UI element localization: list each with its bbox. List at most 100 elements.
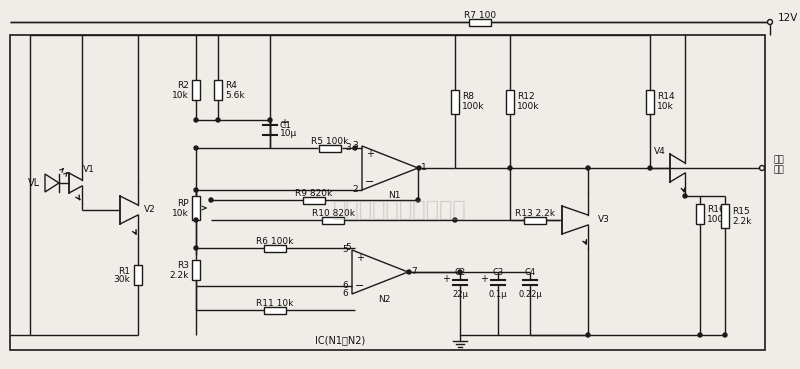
Circle shape [698,333,702,337]
Circle shape [723,333,727,337]
Bar [192,260,200,280]
Text: R10 820k: R10 820k [311,209,354,218]
Bar [646,90,654,114]
Text: 0.1μ: 0.1μ [489,290,507,299]
Text: N2: N2 [378,294,390,303]
Circle shape [453,218,457,222]
Text: 12V: 12V [778,13,798,23]
Bar [451,90,459,114]
Circle shape [586,166,590,170]
Circle shape [194,188,198,192]
Text: V3: V3 [598,215,610,224]
Text: 100k: 100k [462,102,485,111]
Bar [506,90,514,114]
Text: 5: 5 [342,245,348,255]
Circle shape [194,246,198,250]
Text: R2: R2 [177,82,189,90]
Text: V1: V1 [83,165,95,173]
Text: C2: C2 [454,268,466,277]
Text: 3: 3 [346,142,351,152]
Circle shape [458,270,462,274]
Circle shape [508,166,512,170]
Bar [322,217,344,224]
Text: 100: 100 [707,214,724,224]
Text: C4: C4 [525,268,535,277]
Text: 2: 2 [352,186,358,194]
Bar [469,18,491,25]
Bar [10,35,765,350]
Text: 6: 6 [342,282,348,290]
Bar [721,204,729,228]
Text: R4: R4 [225,82,237,90]
Text: R9 820k: R9 820k [295,189,333,198]
Text: V4: V4 [654,148,666,156]
Text: 算机: 算机 [774,166,785,175]
Bar [524,217,546,224]
Text: −: − [366,177,374,187]
Text: −: − [355,281,365,291]
Bar [264,307,286,314]
Text: C1: C1 [280,121,292,131]
Text: 10k: 10k [657,102,674,111]
Bar [696,204,704,224]
Circle shape [268,118,272,122]
Circle shape [216,118,220,122]
Text: R6 100k: R6 100k [256,237,294,246]
Text: 7: 7 [411,268,417,276]
Bar [214,80,222,100]
Circle shape [683,194,687,198]
Text: RP: RP [178,199,189,207]
Bar [134,265,142,285]
Text: C3: C3 [492,268,504,277]
Text: R7 100: R7 100 [464,11,496,20]
Text: 3: 3 [352,141,358,151]
Text: N1: N1 [388,190,400,200]
Text: +: + [366,149,374,159]
Text: 5.6k: 5.6k [225,90,245,100]
Text: R16: R16 [707,206,725,214]
Circle shape [194,146,198,150]
Text: +: + [480,274,488,284]
Text: +: + [442,274,450,284]
Text: 6: 6 [342,290,348,299]
Text: R12: R12 [517,92,534,101]
Text: IC(N1、N2): IC(N1、N2) [315,335,365,345]
Text: 1: 1 [421,163,426,172]
Circle shape [417,166,421,170]
Text: 22μ: 22μ [452,290,468,299]
Circle shape [586,333,590,337]
Text: VL: VL [28,178,40,188]
Text: R15: R15 [732,207,750,215]
Text: 0.22μ: 0.22μ [518,290,542,299]
Text: R3: R3 [177,262,189,270]
Bar [264,245,286,252]
Circle shape [648,166,652,170]
Circle shape [759,166,765,170]
Text: 杭州将媺科技有限公司: 杭州将媺科技有限公司 [333,200,467,220]
Text: 2.2k: 2.2k [170,270,189,279]
Text: R14: R14 [657,92,674,101]
Text: 去计: 去计 [774,155,785,165]
Text: 5: 5 [346,244,351,252]
Bar [303,197,325,203]
Bar [192,80,200,100]
Text: 2.2k: 2.2k [732,217,751,225]
Circle shape [194,118,198,122]
Text: R11 10k: R11 10k [256,299,294,308]
Text: V2: V2 [144,206,156,214]
Circle shape [353,146,357,150]
Text: R5 100k: R5 100k [311,137,349,146]
Text: 100k: 100k [517,102,539,111]
Text: R13 2.2k: R13 2.2k [515,209,555,218]
Text: 10k: 10k [172,90,189,100]
Bar [319,145,341,152]
Text: +: + [356,253,364,263]
Text: R8: R8 [462,92,474,101]
Circle shape [767,20,773,24]
Circle shape [407,270,411,274]
Circle shape [194,218,198,222]
Text: 30k: 30k [114,276,130,284]
Bar [192,196,200,220]
Circle shape [416,198,420,202]
Text: +: + [280,118,288,128]
